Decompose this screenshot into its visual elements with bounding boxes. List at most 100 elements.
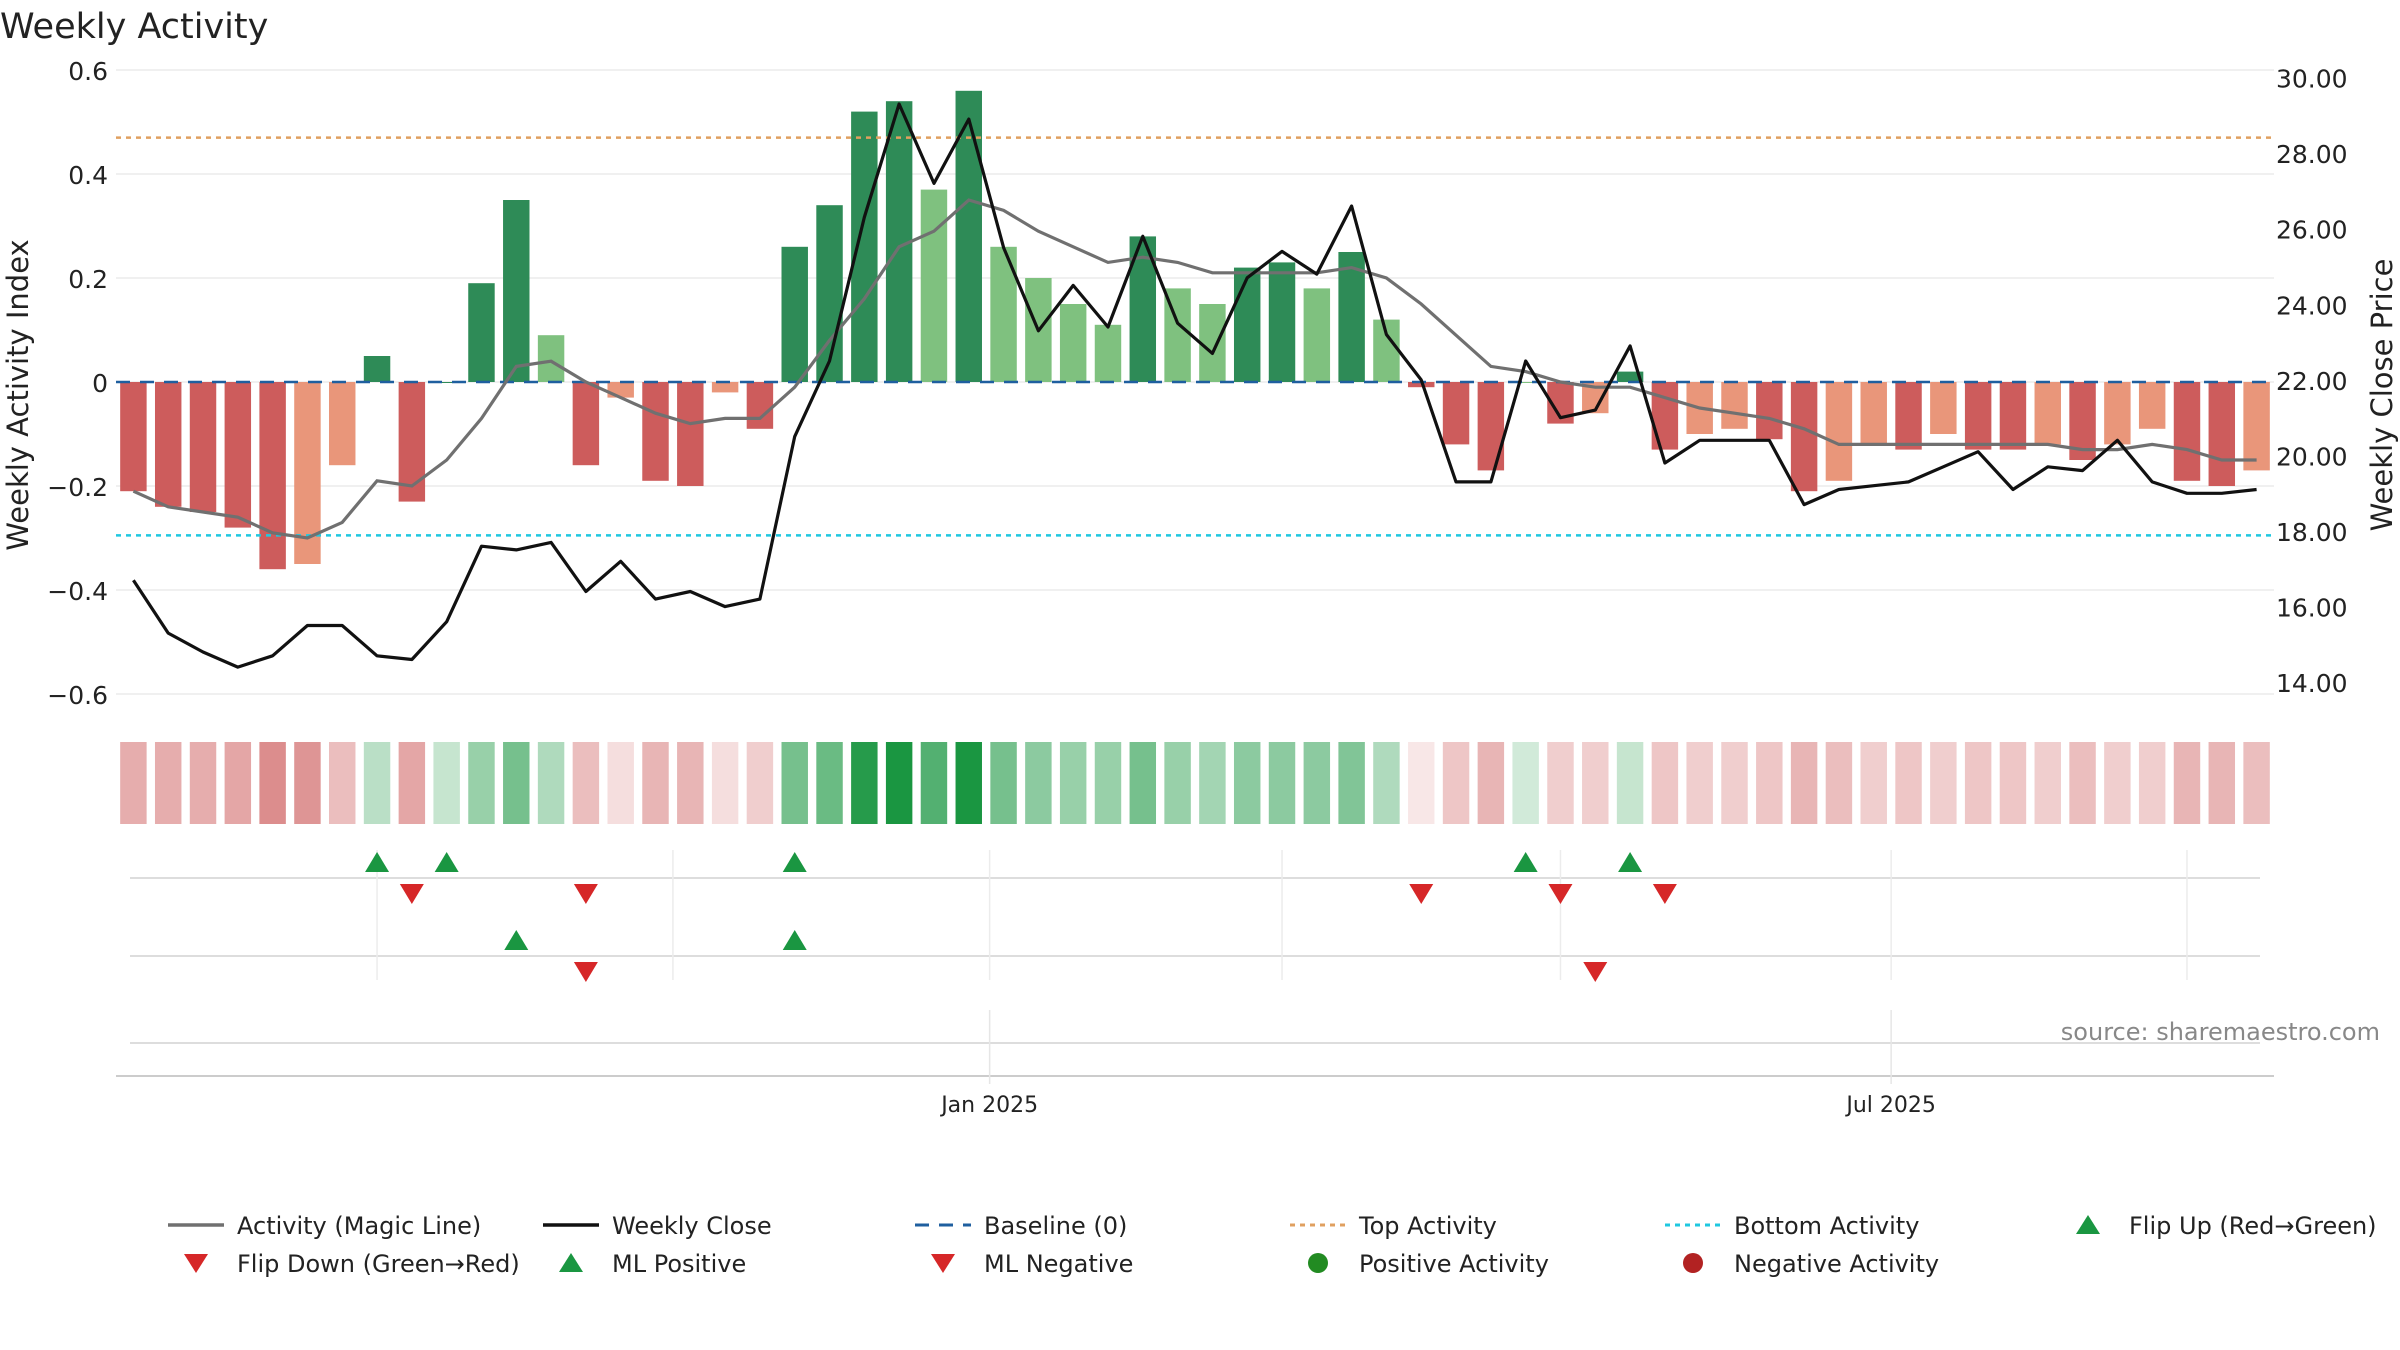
heat-cell-12 [537,742,565,824]
heat-cell-45 [1686,742,1713,824]
y-axis-right-label: Weekly Close Price [2365,259,2399,532]
heat-cell-36 [1373,742,1400,824]
legend-item-4: Bottom Activity [1665,1212,1919,1240]
legend-label-6: Flip Down (Green→Red) [237,1250,520,1278]
legend-item-2: Baseline (0) [915,1212,1127,1240]
heat-cell-38 [1442,742,1470,824]
heat-cell-29 [1129,742,1157,824]
y-left-tick-5: −0.4 [47,577,108,606]
flip-down-marker-0 [399,884,424,904]
activity-bar-35 [1338,252,1365,382]
heat-cell-1 [154,742,182,824]
legend-label-9: Positive Activity [1359,1250,1549,1278]
y-left-tick-2: 0.2 [68,265,108,294]
heat-cell-9 [433,742,460,824]
y-left-tick-1: 0.4 [68,161,108,190]
y-left-tick-3: 0 [92,369,108,398]
heat-cell-27 [1059,742,1087,824]
y-right-tick-1: 28.00 [2276,140,2348,169]
legend-label-8: ML Negative [984,1250,1133,1278]
heat-cell-19 [781,742,808,824]
heat-cell-23 [920,742,948,824]
magic-line [132,198,2257,540]
heat-cell-18 [746,742,774,824]
y-right-tick-2: 26.00 [2276,216,2348,245]
activity-bar-15 [642,382,669,481]
heat-cell-17 [711,742,739,824]
heat-cell-2 [189,742,217,824]
activity-bar-4 [259,382,286,570]
heat-cell-16 [677,742,704,824]
legend-item-1: Weekly Close [543,1212,772,1240]
activity-bar-8 [398,382,426,502]
heat-cell-4 [259,742,286,824]
activity-bar-59 [2173,382,2201,481]
y-right-tick-7: 16.00 [2276,594,2348,623]
heat-cell-43 [1616,742,1644,824]
flip-up-marker-0 [365,852,390,872]
activity-bar-52 [1930,382,1957,434]
flip-down-marker-4 [1652,884,1677,904]
heat-cell-40 [1512,742,1539,824]
y-right-tick-3: 24.00 [2276,291,2348,320]
heat-cell-33 [1268,742,1296,824]
activity-bar-48 [1790,382,1818,492]
heat-cell-35 [1338,742,1365,824]
activity-bar-57 [2104,382,2131,445]
activity-bar-11 [503,200,530,382]
legend-label-2: Baseline (0) [984,1212,1127,1240]
legend-swatch-10 [1683,1253,1703,1273]
heat-cell-0 [120,742,147,824]
x-tick-label-1: Jul 2025 [1844,1093,1936,1118]
ml-negative-marker-0 [573,962,598,982]
legend-label-7: ML Positive [612,1250,746,1278]
flip-down-marker-3 [1548,884,1573,904]
heat-cell-25 [990,742,1017,824]
heat-cell-39 [1477,742,1505,824]
legend-label-3: Top Activity [1358,1212,1497,1240]
activity-bar-14 [607,382,634,398]
heat-cell-32 [1233,742,1261,824]
activity-bar-6 [329,382,356,466]
activity-bar-50 [1860,382,1887,445]
flip-up-marker-1 [434,852,459,872]
heat-cell-55 [2034,742,2061,824]
legend-label-4: Bottom Activity [1734,1212,1919,1240]
heat-cell-5 [294,742,321,824]
heat-cell-31 [1199,742,1226,824]
activity-bar-9 [433,382,460,383]
activity-bar-31 [1199,304,1226,382]
flip-up-marker-2 [782,852,807,872]
y-left-tick-4: −0.2 [47,473,108,502]
legend-swatch-5 [2076,1215,2100,1234]
legend-label-5: Flip Up (Red→Green) [2129,1212,2377,1240]
activity-bar-61 [2243,382,2270,471]
heat-cell-21 [851,742,878,824]
activity-bar-7 [363,356,391,382]
legend-item-8: ML Negative [931,1250,1133,1278]
heat-cell-26 [1025,742,1052,824]
legend-label-1: Weekly Close [612,1212,772,1240]
heat-cell-28 [1094,742,1122,824]
ml-positive-marker-1 [782,930,807,950]
heat-cell-7 [363,742,391,824]
legend-label-10: Negative Activity [1734,1250,1939,1278]
legend-swatch-7 [559,1253,583,1272]
heat-cell-57 [2104,742,2131,824]
activity-bar-55 [2034,382,2061,445]
heat-cell-14 [607,742,634,824]
legend-swatch-8 [931,1254,955,1273]
activity-bar-51 [1895,382,1922,450]
y-axis-left-label: Weekly Activity Index [1,239,35,550]
legend-item-0: Activity (Magic Line) [168,1212,481,1240]
chart-title: Weekly Activity [0,7,268,47]
heat-cell-60 [2208,742,2236,824]
activity-bar-0 [120,382,147,492]
activity-bar-40 [1512,382,1539,383]
heat-cell-11 [503,742,530,824]
y-right-tick-6: 18.00 [2276,518,2348,547]
y-right-tick-0: 30.00 [2276,65,2348,94]
activity-bar-39 [1477,382,1505,471]
